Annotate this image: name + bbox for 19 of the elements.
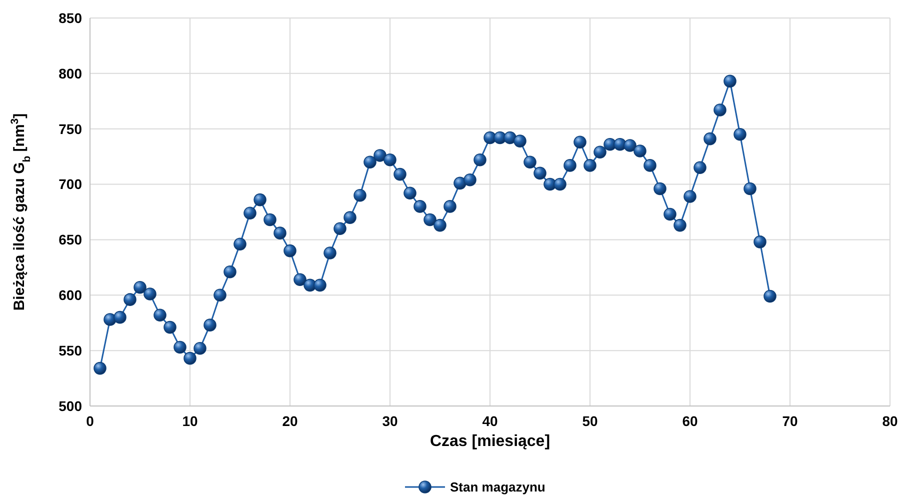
x-tick-label: 30	[382, 413, 398, 429]
y-tick-label: 600	[58, 287, 82, 304]
x-tick-label: 60	[682, 413, 698, 429]
y-tick-label: 750	[58, 120, 82, 137]
y-tick-label: 650	[58, 232, 82, 248]
x-axis-title: Czas [miesiące]	[430, 433, 550, 450]
legend-label: Stan magazynu	[450, 480, 546, 495]
x-tick-label: 70	[782, 413, 798, 429]
x-tick-label: 10	[182, 413, 198, 429]
x-tick-label: 80	[882, 413, 898, 429]
x-tick-label: 40	[482, 413, 498, 429]
y-tick-label: 700	[58, 176, 82, 192]
y-tick-label: 850	[58, 10, 82, 26]
y-tick-label: 800	[58, 65, 82, 82]
x-tick-label: 50	[582, 413, 598, 429]
x-tick-label: 0	[86, 413, 94, 429]
y-tick-label: 550	[58, 342, 82, 358]
x-tick-label: 20	[282, 413, 298, 429]
y-tick-label: 500	[58, 398, 82, 414]
